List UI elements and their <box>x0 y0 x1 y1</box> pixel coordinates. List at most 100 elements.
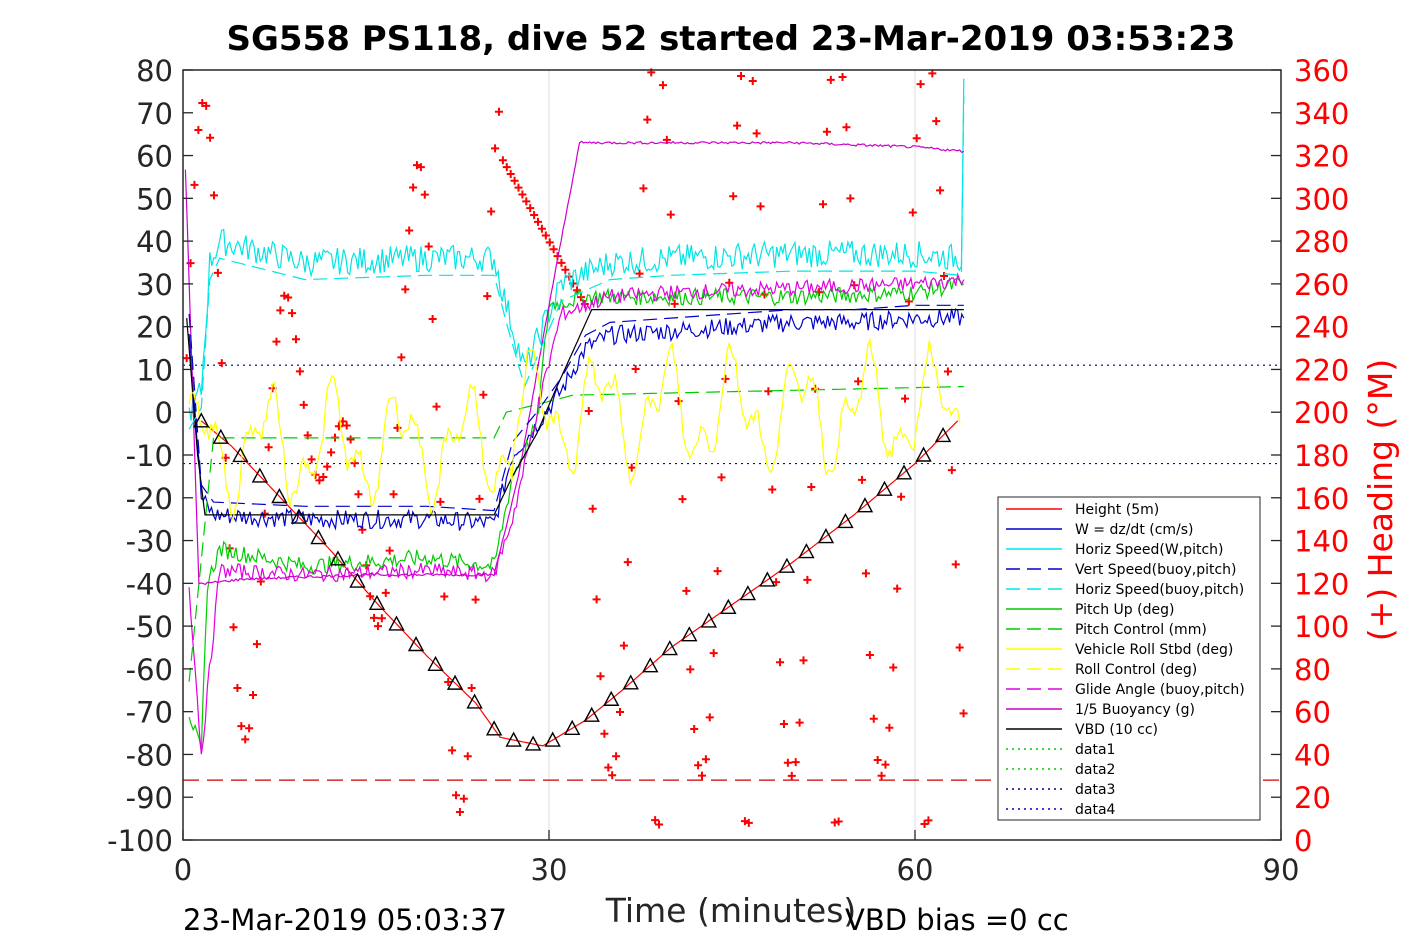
heading-marker <box>245 724 254 733</box>
legend-label: Horiz Speed(W,pitch) <box>1075 542 1223 558</box>
heading-marker <box>697 771 706 780</box>
series-horiz <box>188 78 965 421</box>
heading-marker <box>920 820 929 829</box>
heading-marker <box>729 192 738 201</box>
left-tick-label: -30 <box>126 525 173 559</box>
heading-marker <box>608 771 617 780</box>
right-tick-label: 320 <box>1294 140 1349 174</box>
heading-marker <box>475 494 484 503</box>
heading-marker <box>549 245 558 254</box>
height-triangle <box>934 426 952 443</box>
heading-marker <box>826 75 835 84</box>
height-triangle <box>407 636 425 652</box>
heading-marker <box>639 184 648 193</box>
heading-marker <box>943 367 952 376</box>
right-tick-label: 360 <box>1294 54 1349 88</box>
height-triangle <box>583 706 600 722</box>
heading-marker <box>924 816 933 825</box>
legend-label: data2 <box>1075 762 1115 778</box>
heading-marker <box>401 285 410 294</box>
series-w-buoy <box>188 304 964 512</box>
right-tick-label: 300 <box>1294 182 1349 216</box>
heading-marker <box>690 724 699 733</box>
height-triangle <box>427 655 444 671</box>
series-buoy <box>184 140 965 586</box>
heading-marker <box>908 208 917 217</box>
heading-marker <box>596 672 605 681</box>
heading-marker <box>295 367 304 376</box>
heading-marker <box>276 306 285 315</box>
x-tick-label: 60 <box>897 853 934 887</box>
heading-marker <box>674 397 683 406</box>
grid-lines <box>548 70 916 840</box>
heading-marker <box>416 163 425 172</box>
legend-label: VBD (10 cc) <box>1075 722 1158 738</box>
heading-marker <box>319 472 328 481</box>
data-series <box>184 78 965 755</box>
legend-label: W = dz/dt (cm/s) <box>1075 522 1194 538</box>
heading-marker <box>686 665 695 674</box>
height-triangle <box>661 640 678 656</box>
heading-marker <box>936 186 945 195</box>
left-tick-label: -100 <box>107 824 173 858</box>
right-tick-label: 160 <box>1294 482 1349 516</box>
heading-marker <box>370 613 379 622</box>
left-tick-label: 80 <box>136 54 173 88</box>
height-triangle <box>739 585 757 601</box>
height-triangle <box>232 446 249 463</box>
heading-marker <box>709 649 718 658</box>
heading-marker <box>346 435 355 444</box>
heading-marker <box>869 714 878 723</box>
heading-marker <box>701 755 710 764</box>
heading-marker <box>487 207 496 216</box>
heading-marker <box>951 560 960 569</box>
heading-marker <box>264 443 273 452</box>
heading-marker <box>342 421 351 430</box>
heading-marker <box>237 722 246 731</box>
heading-marker <box>526 204 535 213</box>
right-tick-label: 220 <box>1294 353 1349 387</box>
heading-marker <box>752 129 761 138</box>
heading-marker <box>420 190 429 199</box>
right-tick-label: 340 <box>1294 97 1349 131</box>
heading-marker <box>561 265 570 274</box>
heading-marker <box>498 156 507 165</box>
left-tick-label: -40 <box>126 567 173 601</box>
heading-marker <box>916 80 925 89</box>
height-triangle <box>505 731 522 747</box>
heading-marker <box>190 180 199 189</box>
height-triangle <box>720 598 737 614</box>
right-tick-label: 100 <box>1294 610 1349 644</box>
legend-box <box>997 496 1261 821</box>
heading-marker <box>494 107 503 116</box>
heading-marker <box>627 463 636 472</box>
legend-label: 1/5 Buoyancy (g) <box>1075 702 1195 718</box>
heading-marker <box>354 490 363 499</box>
height-triangle <box>603 690 620 706</box>
heading-marker <box>455 808 464 817</box>
heading-marker <box>861 569 870 578</box>
heading-marker <box>428 315 437 324</box>
left-tick-label: 20 <box>136 311 173 345</box>
heading-marker <box>842 123 851 132</box>
heading-marker <box>893 584 902 593</box>
series-height <box>200 420 959 747</box>
height-triangle <box>856 497 874 513</box>
height-triangle <box>193 412 210 428</box>
legend-label: data4 <box>1075 802 1116 818</box>
left-tick-label: -60 <box>126 653 173 687</box>
height-triangle <box>485 720 503 736</box>
heading-marker <box>502 163 511 172</box>
left-tick-label: -10 <box>126 439 173 473</box>
right-tick-label: 180 <box>1294 439 1349 473</box>
end-time-label: 23-Mar-2019 05:03:37 <box>183 903 507 937</box>
heading-marker <box>795 718 804 727</box>
heading-marker <box>682 586 691 595</box>
heading-marker <box>600 729 609 738</box>
heading-marker <box>518 190 527 199</box>
height-triangle <box>778 557 796 573</box>
heading-marker <box>658 81 667 90</box>
heading-marker <box>327 448 336 457</box>
left-tick-label: -80 <box>126 738 173 772</box>
heading-marker <box>819 200 828 209</box>
